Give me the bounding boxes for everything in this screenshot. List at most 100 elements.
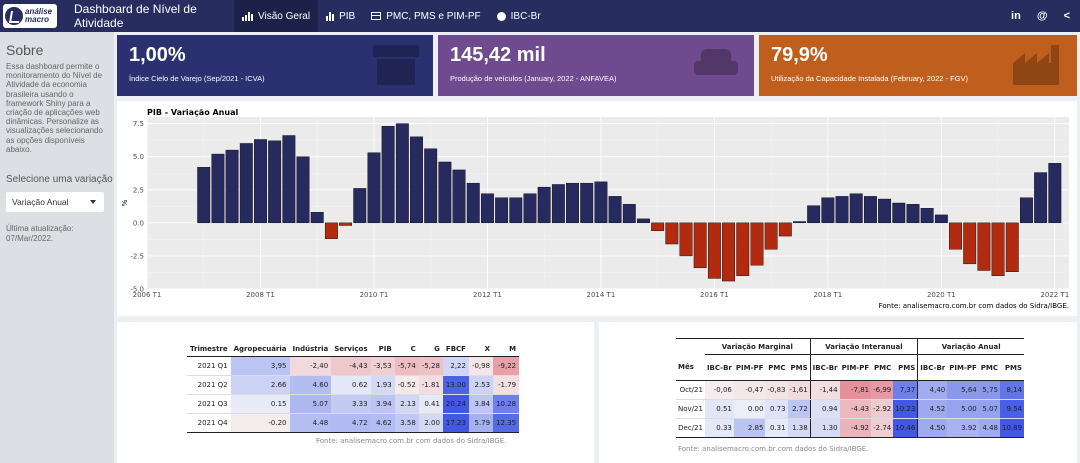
table-cell: 2.13 xyxy=(394,394,419,414)
table-cell: 0.31 xyxy=(765,418,788,438)
column-header: PIM-PF xyxy=(733,354,766,381)
pib-quarterly-table: Trimestre Agropecuária Indústria Serviços PI… xyxy=(187,342,520,433)
table-cell: -0,98 xyxy=(468,356,494,376)
share-icon[interactable]: < xyxy=(1063,10,1070,22)
column-header: IBC-Br xyxy=(704,354,734,381)
bar xyxy=(622,204,636,224)
bar xyxy=(339,222,353,226)
column-header: Indústria xyxy=(289,342,332,357)
table-cell: 4.60 xyxy=(289,375,332,395)
bar xyxy=(849,193,863,224)
table-cell: -3,53 xyxy=(370,356,395,376)
table-cell: -0.52 xyxy=(394,375,419,395)
variation-select[interactable]: Variação Anual xyxy=(6,192,104,212)
table-cell: 2021 Q2 xyxy=(187,375,231,395)
factory-icon xyxy=(1013,45,1063,85)
bar xyxy=(707,222,721,279)
pib-bar-chart[interactable]: -5.0 -2.5 0.0 2.5 5.0 7.5 2006 T1 2008 T1 2010 T… xyxy=(117,101,1077,316)
table-cell: 2.53 xyxy=(468,375,494,395)
table-cell: 5.07 xyxy=(289,394,332,414)
column-header: PMC xyxy=(978,354,1000,381)
tab-pib[interactable]: PIB xyxy=(318,0,363,32)
app-title: Dashboard de Nível de Atividade xyxy=(74,2,197,30)
bar xyxy=(1020,197,1033,224)
bar xyxy=(991,222,1005,276)
x-tick-label: 2014 T1 xyxy=(587,291,616,299)
logo-mark-icon xyxy=(5,7,23,25)
bar xyxy=(282,135,296,224)
bar xyxy=(225,149,239,224)
sidebar: Sobre Essa dashboard permite o monitoram… xyxy=(0,32,114,463)
y-tick-label: -2.5 xyxy=(130,252,144,260)
table-cell: -4.43 xyxy=(839,399,872,419)
table-cell: 10.23 xyxy=(893,399,918,419)
table-cell: -2.92 xyxy=(871,399,894,419)
table-cell: 0.33 xyxy=(704,418,734,438)
logo[interactable]: análise macro xyxy=(0,0,60,32)
column-group-header: Variação Anual xyxy=(917,338,1025,355)
column-header: IBC-Br xyxy=(917,354,948,381)
table-cell: 4,40 xyxy=(917,380,948,400)
table-cell: 2.66 xyxy=(230,375,290,395)
y-tick-label: 2.5 xyxy=(133,186,144,194)
globe-icon xyxy=(496,11,506,21)
bar xyxy=(254,139,267,224)
column-header: Agropecuária xyxy=(230,342,290,357)
column-header: Trimestre xyxy=(187,342,231,357)
table-cell: 3.94 xyxy=(370,394,395,414)
table-cell: 17.23 xyxy=(442,413,469,433)
table-cell: 0.15 xyxy=(230,394,290,414)
last-update: Última atualização: 07/Mar/2022. xyxy=(6,224,74,243)
bar xyxy=(665,222,679,245)
bar xyxy=(509,197,523,224)
x-tick-label: 2010 T1 xyxy=(360,291,389,299)
bar xyxy=(835,196,849,224)
linkedin-icon[interactable]: in xyxy=(1011,10,1021,22)
table-cell: 7,37 xyxy=(893,380,918,400)
table-cell: 10.46 xyxy=(893,418,918,438)
column-header: PMS xyxy=(1000,354,1025,381)
bar xyxy=(268,140,282,224)
bar xyxy=(452,169,466,224)
table-cell: 3.58 xyxy=(394,413,419,433)
table-cell: -1,44 xyxy=(809,380,840,400)
x-tick-label: 2022 T1 xyxy=(1040,291,1069,299)
chart-title: PIB - Variação Anual xyxy=(147,108,239,117)
tab-label: PIB xyxy=(339,10,356,22)
table-cell: 0.62 xyxy=(331,375,371,395)
column-header: PMS xyxy=(787,354,811,381)
bar xyxy=(892,202,906,224)
table-cell: 3,95 xyxy=(230,356,290,376)
table-cell: 5.00 xyxy=(947,399,979,419)
email-icon[interactable]: @ xyxy=(1036,10,1048,22)
table-cell: -0.20 xyxy=(230,413,290,433)
column-header: PIB xyxy=(370,342,395,357)
value-box-anfavea: 145,42 mil Produção de veículos (January… xyxy=(438,35,754,96)
bar xyxy=(381,126,395,224)
tab-ibc-br[interactable]: IBC-Br xyxy=(489,0,549,32)
table-cell: -5,28 xyxy=(418,356,443,376)
table-row: Oct/21 -0,06 -0,47 -0,83 -1,61 -1,44 -7,81 -6,9… xyxy=(676,380,1025,400)
value-box-subtitle: Utilização da Capacidade Instalada (Febr… xyxy=(771,74,969,83)
x-tick-label: 2016 T1 xyxy=(700,291,729,299)
table-cell: 10.28 xyxy=(493,394,520,414)
tab-pmc-pms-pim[interactable]: PMC, PMS e PIM-PF xyxy=(363,0,488,32)
bar xyxy=(722,222,736,282)
table-cell: -0,83 xyxy=(765,380,788,400)
variation-select-label: Selecione uma variação xyxy=(6,174,113,185)
bar xyxy=(878,198,892,224)
table-cell: Nov/21 xyxy=(676,399,705,419)
bar xyxy=(438,161,452,224)
table-cell: 2021 Q4 xyxy=(187,413,231,433)
table-cell: 0.51 xyxy=(704,399,734,419)
column-header: IBC-Br xyxy=(809,354,840,381)
last-update-date: 07/Mar/2022. xyxy=(6,233,54,243)
table-cell: -2,40 xyxy=(289,356,332,376)
column-header: PMC xyxy=(871,354,894,381)
table-cell: 1.38 xyxy=(787,418,811,438)
column-header: Mês xyxy=(676,354,705,381)
value-box-icva: 1,00% Índice Cielo de Varejo (Sep/2021 -… xyxy=(117,35,433,96)
tab-label: Visão Geral xyxy=(258,10,311,22)
tab-visao-geral[interactable]: Visão Geral xyxy=(234,0,319,32)
table-row: 2021 Q2 2.66 4.60 0.62 1.93 -0.52 -1.81 13.00 2.… xyxy=(187,375,520,395)
